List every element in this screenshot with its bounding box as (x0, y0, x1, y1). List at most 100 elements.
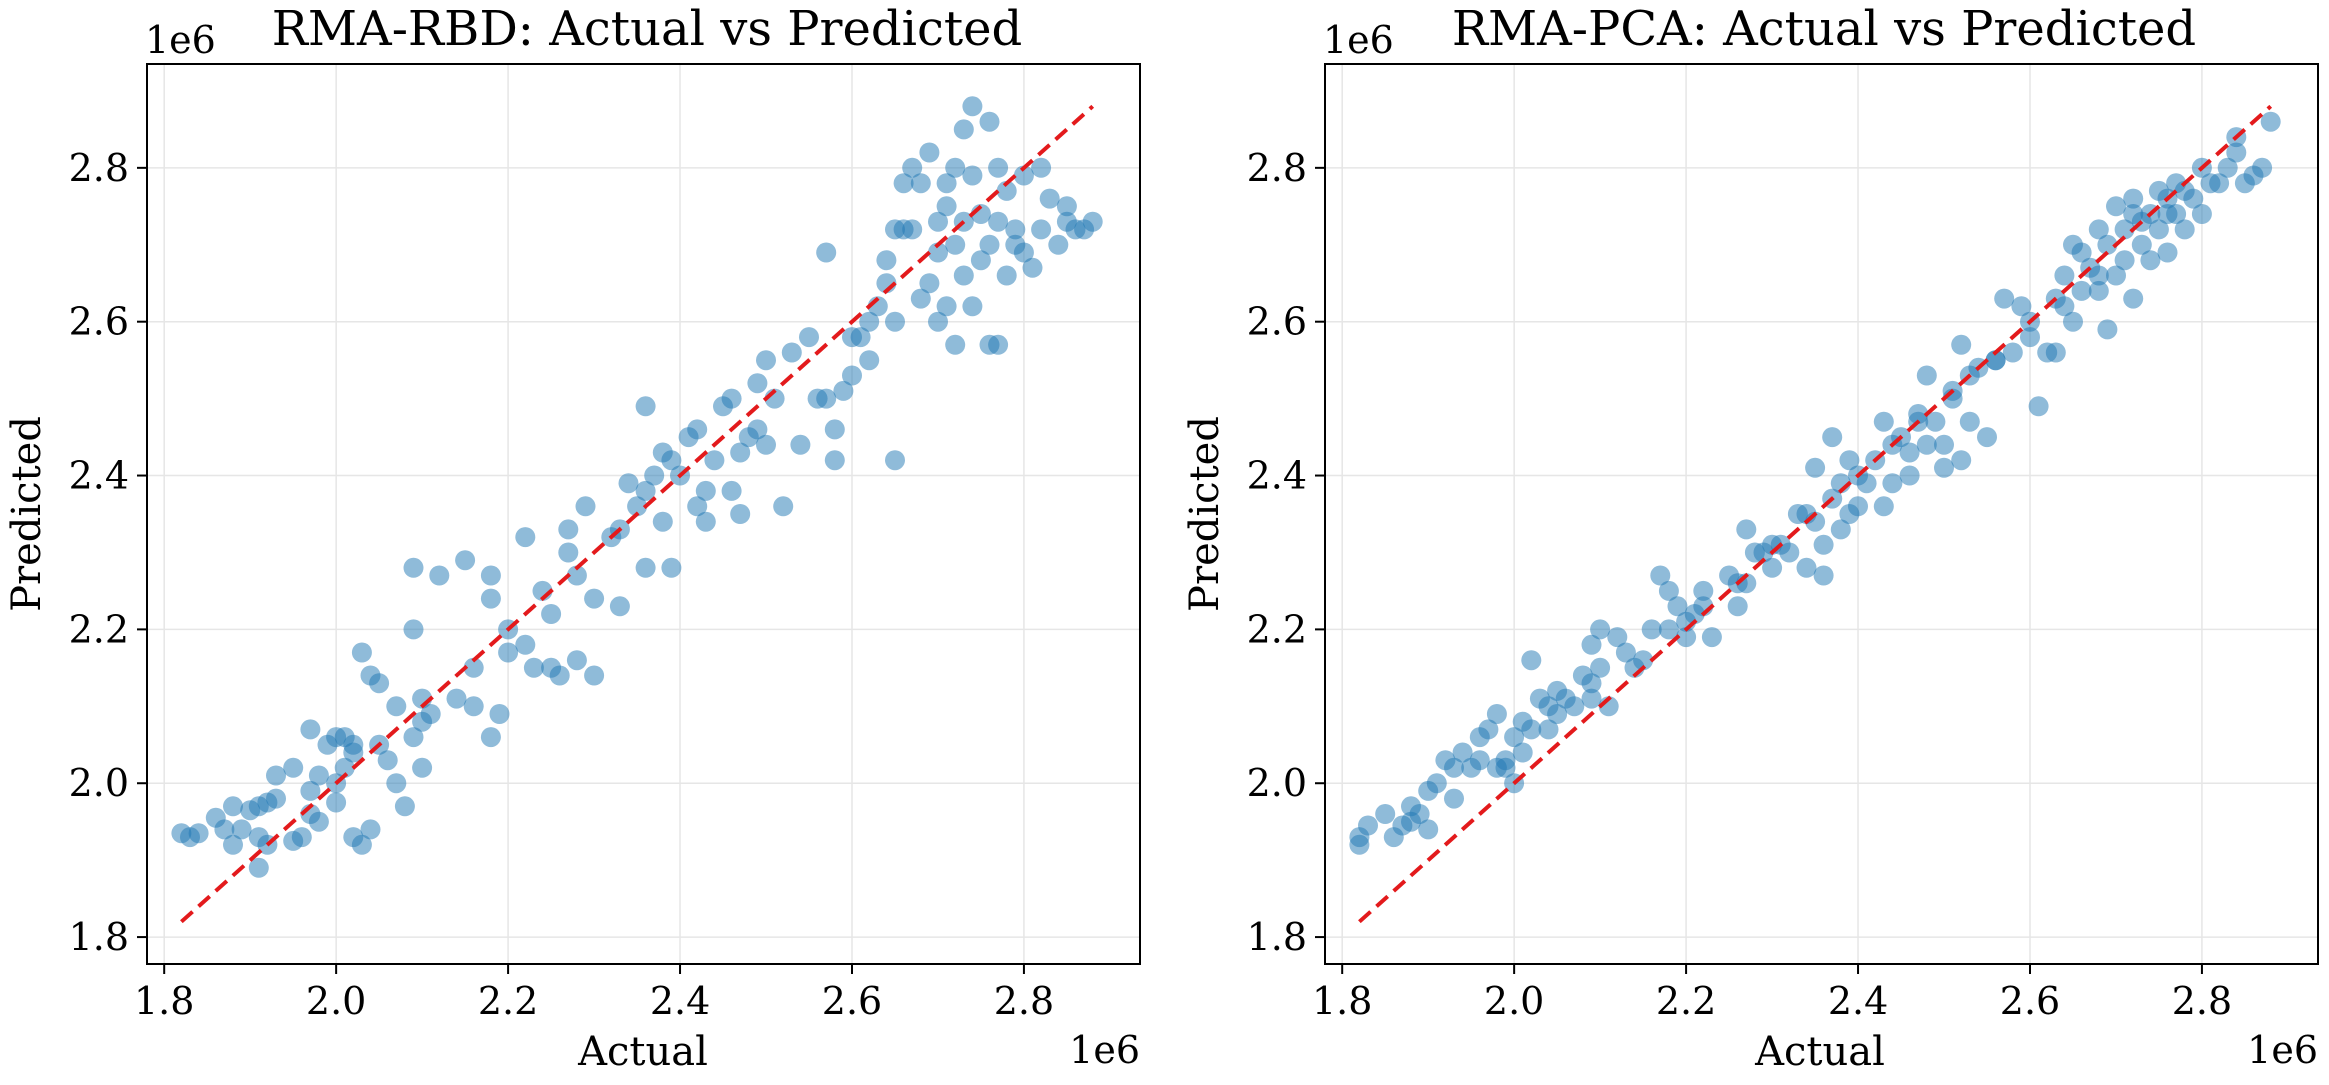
data-point (1538, 719, 1559, 740)
data-point (945, 157, 966, 178)
data-point (979, 111, 1000, 132)
data-point (1650, 565, 1671, 586)
data-point (1813, 534, 1834, 555)
data-point (541, 604, 562, 624)
data-point (885, 450, 905, 471)
plot-area: 1.8 2.0 2.2 2.4 2.6 2.8 1.8 2.0 2.2 2.4 2.6 2.8 (69, 63, 1141, 1023)
data-point (2088, 280, 2109, 301)
data-point (2020, 327, 2040, 348)
x-axis-label: Actual (577, 1029, 708, 1075)
data-point (893, 173, 914, 194)
x-offset-label: 1e6 (1069, 1028, 1140, 1072)
data-point (910, 173, 931, 194)
data-point (334, 757, 355, 778)
data-point (360, 819, 381, 840)
data-point (2123, 204, 2144, 224)
chart-panel-rma-rbd: 1.8 2.0 2.2 2.4 2.6 2.8 1.8 2.0 2.2 2.4 2.6 2.8 RMA… (4, 1, 1141, 1075)
data-point (756, 434, 776, 455)
data-point (945, 334, 966, 355)
data-point (1805, 457, 1826, 478)
y-tick-label: 2.4 (69, 454, 129, 498)
data-point (609, 596, 630, 617)
data-point (231, 819, 252, 840)
data-point (403, 727, 424, 748)
data-point (2174, 219, 2195, 240)
data-point (2097, 319, 2118, 340)
x-tick-label: 1.8 (1312, 979, 1372, 1023)
data-point (962, 96, 983, 117)
data-point (1839, 450, 1860, 471)
data-point (945, 234, 966, 255)
data-point (1512, 742, 1533, 763)
data-point (1658, 580, 1679, 601)
data-point (988, 211, 1009, 232)
data-point (1005, 234, 1026, 255)
data-point (1521, 719, 1542, 740)
data-point (859, 311, 880, 332)
x-tick-label: 2.0 (1484, 979, 1544, 1023)
x-tick-label: 2.4 (650, 979, 710, 1023)
data-point (859, 350, 880, 371)
data-point (386, 773, 407, 794)
data-point (1916, 434, 1937, 455)
data-point (1358, 815, 1378, 836)
data-point (1985, 350, 2006, 371)
data-point (1521, 650, 1542, 671)
data-point (1581, 688, 1602, 709)
data-point (403, 557, 424, 578)
data-point (2166, 204, 2187, 224)
data-point (523, 657, 544, 678)
data-point (695, 511, 716, 532)
data-point (1693, 580, 1714, 601)
data-point (377, 750, 398, 771)
data-point (816, 388, 837, 409)
data-point (1916, 365, 1937, 386)
data-point (833, 380, 854, 401)
data-point (953, 265, 974, 286)
data-point (910, 288, 931, 309)
data-point (1848, 496, 1868, 517)
data-point (1082, 211, 1103, 232)
y-tick-label: 2.2 (1247, 607, 1307, 651)
y-tick-label: 1.8 (69, 915, 129, 959)
x-tick-label: 2.6 (822, 979, 882, 1023)
data-point (773, 496, 794, 517)
y-tick-label: 2.4 (1247, 454, 1307, 498)
y-tick-label: 2.0 (1247, 761, 1307, 805)
data-point (446, 688, 467, 709)
y-axis-label: Predicted (4, 416, 50, 612)
data-point (1581, 634, 1602, 655)
data-point (515, 527, 536, 548)
data-point (635, 480, 656, 501)
data-point (2131, 234, 2152, 255)
data-point (1418, 819, 1439, 840)
y-tick-label: 2.8 (1247, 146, 1307, 190)
data-point (936, 173, 957, 194)
x-offset-label: 1e6 (2247, 1028, 2318, 1072)
data-point (1796, 557, 1817, 578)
data-point (420, 704, 441, 724)
axes-frame (1324, 63, 2319, 965)
reference-line (180, 104, 1095, 924)
data-point (618, 473, 639, 494)
data-point (2011, 296, 2032, 317)
data-point (188, 823, 209, 844)
data-point (928, 211, 948, 232)
y-tick-label: 2.6 (1247, 300, 1307, 344)
data-point (300, 719, 321, 740)
data-point (386, 696, 407, 717)
x-tick-label: 2.2 (1656, 979, 1716, 1023)
data-point (953, 119, 974, 140)
data-point (1504, 727, 1525, 748)
data-point (1469, 750, 1490, 771)
data-point (326, 727, 347, 748)
data-point (2071, 280, 2092, 301)
data-point (394, 796, 415, 817)
data-point (1959, 411, 1980, 432)
data-point (1873, 496, 1894, 517)
data-point (515, 634, 536, 655)
y-axis-label: Predicted (1182, 416, 1228, 612)
data-point (1022, 257, 1043, 278)
data-point (928, 311, 948, 332)
data-point (1951, 334, 1972, 355)
